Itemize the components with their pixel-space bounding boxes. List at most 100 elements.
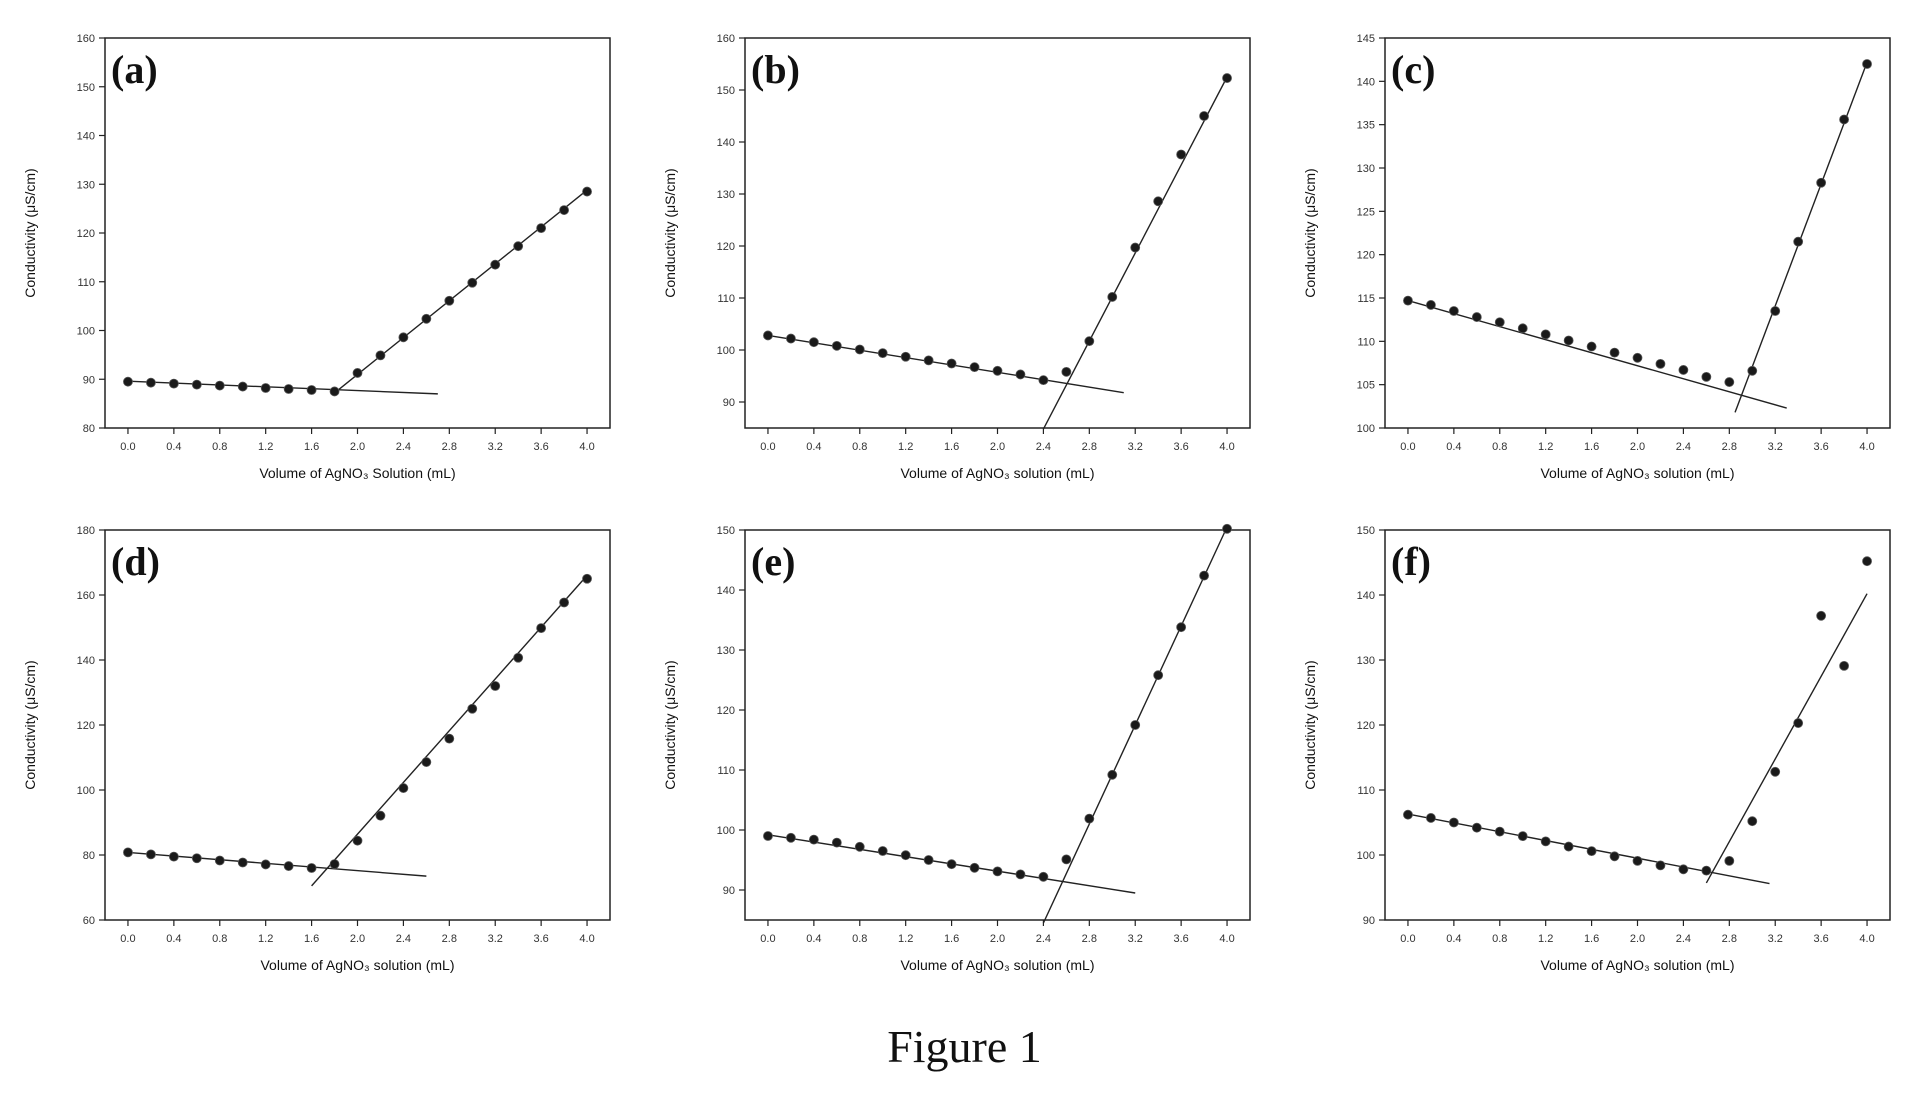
data-point: [1702, 372, 1711, 381]
fit-line: [335, 190, 588, 393]
y-tick-label: 130: [1357, 655, 1375, 667]
data-point: [514, 242, 523, 251]
data-point: [809, 835, 818, 844]
y-tick-label: 90: [1363, 915, 1375, 927]
data-point: [970, 363, 979, 372]
data-point: [1108, 292, 1117, 301]
data-point: [763, 331, 772, 340]
x-tick-label: 3.2: [1768, 441, 1783, 453]
data-point: [901, 352, 910, 361]
data-point: [855, 842, 864, 851]
data-point: [146, 378, 155, 387]
x-tick-label: 0.0: [120, 933, 135, 945]
x-tick-label: 2.0: [990, 441, 1005, 453]
y-tick-label: 110: [717, 293, 735, 305]
data-point: [537, 624, 546, 633]
y-axis-label: Conductivity (μS/cm): [1302, 168, 1318, 297]
y-tick-label: 130: [717, 189, 735, 201]
chart-panel-1: 0.00.40.81.21.62.02.42.83.23.64.08090100…: [22, 33, 610, 481]
x-tick-label: 2.4: [1676, 933, 1691, 945]
data-point: [763, 832, 772, 841]
y-tick-label: 120: [77, 720, 95, 732]
y-tick-label: 130: [717, 645, 735, 657]
y-axis-label: Conductivity (μS/cm): [1302, 660, 1318, 789]
x-tick-label: 0.0: [1400, 441, 1415, 453]
y-tick-label: 105: [1357, 380, 1375, 392]
data-point: [1403, 810, 1412, 819]
data-point: [1748, 817, 1757, 826]
data-point: [1039, 376, 1048, 385]
x-tick-label: 0.8: [1492, 441, 1507, 453]
y-tick-label: 80: [83, 850, 95, 862]
y-tick-label: 115: [1357, 293, 1375, 305]
chart-panel-5: 0.00.40.81.21.62.02.42.83.23.64.09010011…: [662, 524, 1250, 973]
x-tick-label: 2.8: [1722, 933, 1737, 945]
data-point: [1223, 74, 1232, 83]
data-point: [1062, 855, 1071, 864]
y-tick-label: 140: [717, 585, 735, 597]
x-tick-label: 3.6: [533, 441, 548, 453]
y-tick-label: 100: [1357, 850, 1375, 862]
x-tick-label: 1.6: [304, 933, 319, 945]
y-tick-label: 150: [77, 82, 95, 94]
data-point: [1108, 770, 1117, 779]
plot-frame: [105, 530, 610, 920]
chart-panel-3: 0.00.40.81.21.62.02.42.83.23.64.01001051…: [1302, 33, 1890, 481]
x-axis-label: Volume of AgNO₃ solution (mL): [900, 465, 1094, 481]
data-point: [855, 345, 864, 354]
data-point: [376, 351, 385, 360]
data-point: [924, 356, 933, 365]
data-point: [1495, 318, 1504, 327]
x-tick-label: 1.6: [1584, 441, 1599, 453]
panel-label: (b): [751, 47, 800, 92]
data-point: [1840, 115, 1849, 124]
data-point: [1771, 767, 1780, 776]
data-point: [1472, 313, 1481, 322]
data-point: [238, 858, 247, 867]
y-tick-label: 145: [1357, 33, 1375, 45]
x-tick-label: 0.4: [1446, 933, 1461, 945]
data-point: [1541, 330, 1550, 339]
x-tick-label: 0.8: [852, 441, 867, 453]
data-point: [491, 682, 500, 691]
data-point: [1817, 611, 1826, 620]
y-tick-label: 120: [77, 228, 95, 240]
data-point: [901, 851, 910, 860]
x-tick-label: 2.0: [1630, 933, 1645, 945]
x-tick-label: 4.0: [1219, 441, 1234, 453]
data-point: [1223, 524, 1232, 533]
x-tick-label: 0.8: [1492, 933, 1507, 945]
data-point: [1656, 861, 1665, 870]
data-point: [445, 296, 454, 305]
data-point: [1131, 721, 1140, 730]
data-point: [1725, 856, 1734, 865]
y-tick-label: 150: [1357, 525, 1375, 537]
data-point: [832, 838, 841, 847]
x-tick-label: 0.8: [212, 933, 227, 945]
data-point: [1817, 178, 1826, 187]
data-point: [1633, 856, 1642, 865]
fit-line: [768, 335, 1124, 392]
x-tick-label: 3.2: [488, 441, 503, 453]
x-tick-label: 3.2: [488, 933, 503, 945]
data-point: [238, 382, 247, 391]
x-tick-label: 2.8: [442, 933, 457, 945]
data-point: [514, 653, 523, 662]
data-point: [1679, 365, 1688, 374]
y-axis-label: Conductivity (μS/cm): [662, 168, 678, 297]
data-point: [1679, 865, 1688, 874]
data-point: [192, 854, 201, 863]
data-point: [330, 387, 339, 396]
data-point: [1495, 827, 1504, 836]
data-point: [1200, 571, 1209, 580]
x-axis-label: Volume of AgNO₃ solution (mL): [260, 957, 454, 973]
data-point: [924, 856, 933, 865]
data-point: [993, 867, 1002, 876]
data-point: [1426, 813, 1435, 822]
data-point: [468, 278, 477, 287]
data-point: [1863, 60, 1872, 69]
x-tick-label: 2.8: [1722, 441, 1737, 453]
data-point: [169, 852, 178, 861]
data-point: [1449, 818, 1458, 827]
data-point: [468, 704, 477, 713]
